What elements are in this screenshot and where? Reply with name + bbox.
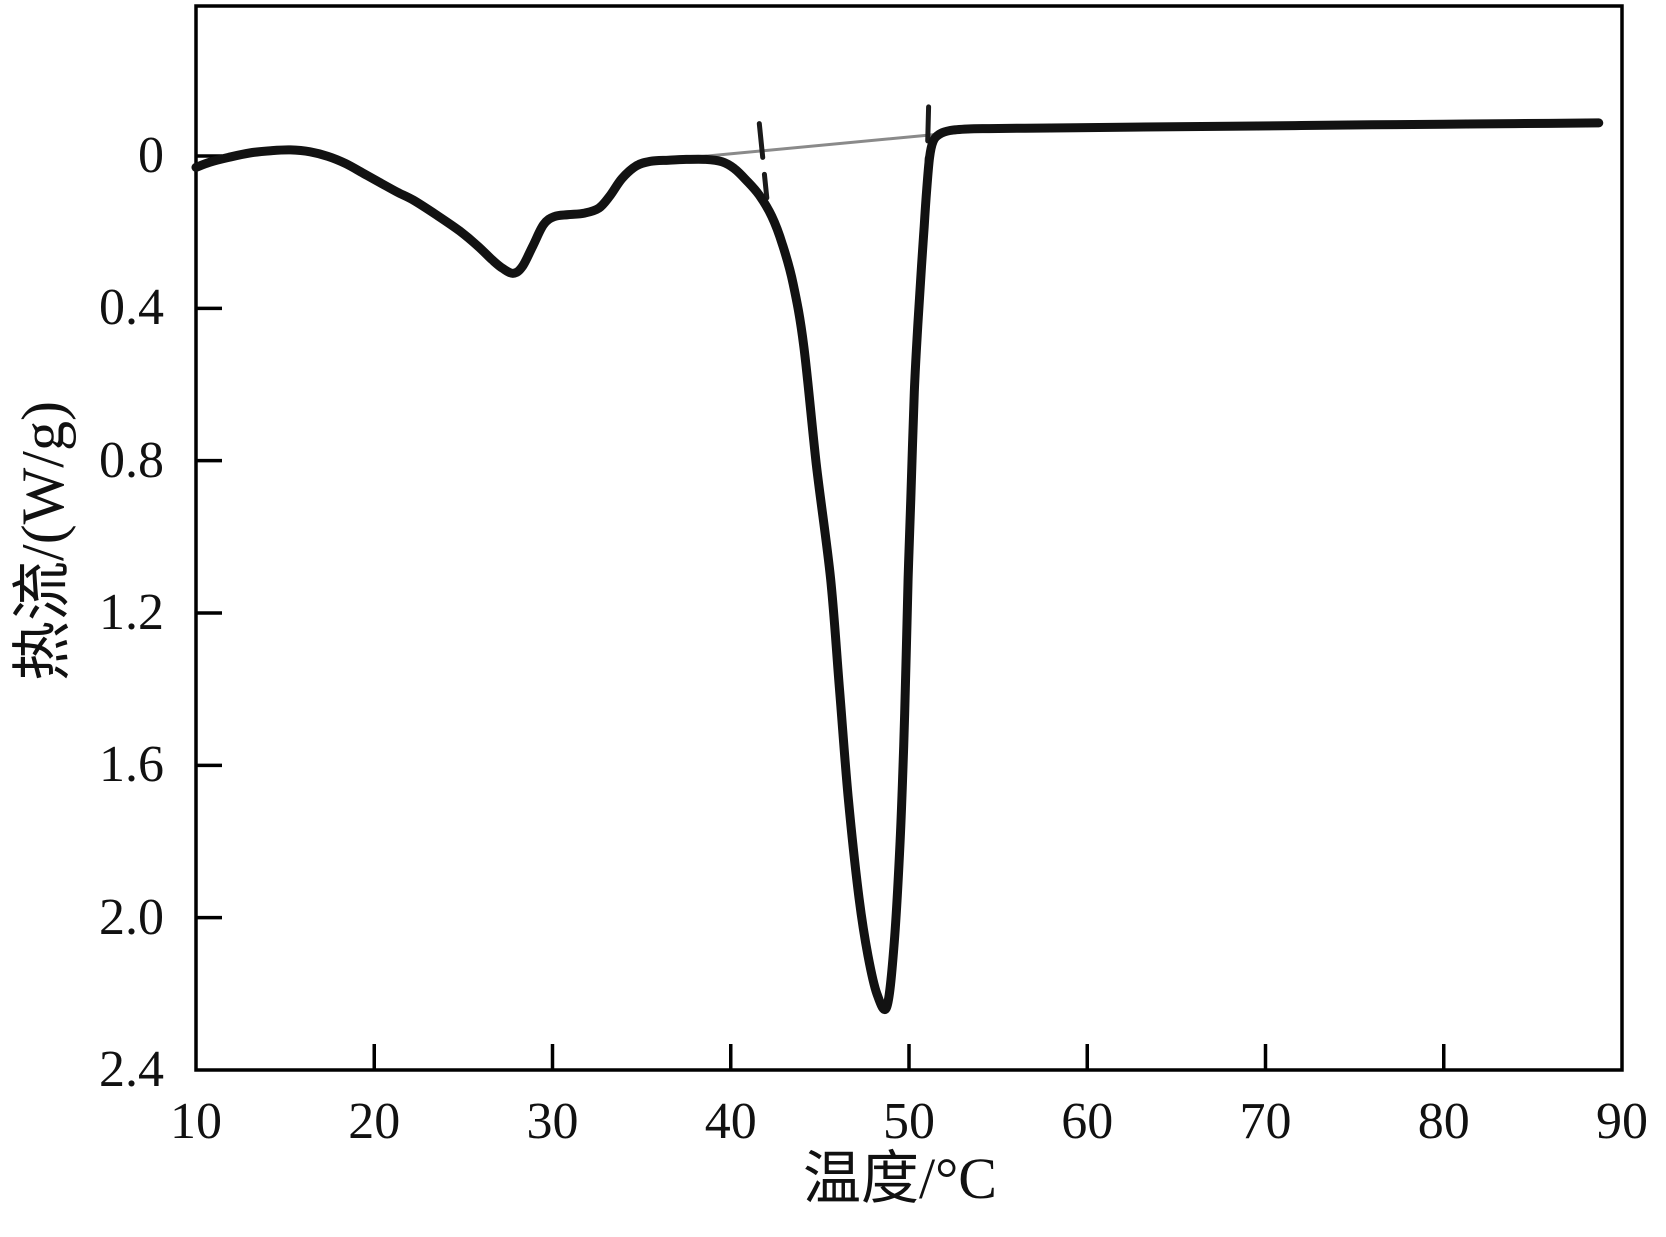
x-tick-label: 40 bbox=[704, 1093, 757, 1150]
dsc-curve bbox=[191, 118, 1604, 1015]
x-axis-title: 温度/°C bbox=[803, 1146, 997, 1211]
x-tick-label: 90 bbox=[1596, 1093, 1648, 1150]
y-tick-label: 0 bbox=[138, 127, 164, 184]
x-tick-label: 30 bbox=[526, 1093, 579, 1150]
x-tick-label: 70 bbox=[1239, 1093, 1292, 1150]
onset-tangent-mark bbox=[756, 121, 770, 201]
x-tick-label: 50 bbox=[883, 1093, 935, 1150]
x-tick-label: 20 bbox=[348, 1093, 401, 1150]
y-tick-label: 0.8 bbox=[99, 431, 164, 489]
y-tick-label: 2.4 bbox=[99, 1041, 164, 1098]
x-tick-label: 80 bbox=[1417, 1093, 1470, 1150]
y-tick-label: 2.0 bbox=[99, 888, 164, 946]
x-tick-label: 10 bbox=[170, 1093, 222, 1150]
y-axis-title: 热流/(W/g) bbox=[10, 401, 76, 681]
extrapolated-baseline bbox=[690, 129, 972, 159]
y-tick-label: 1.2 bbox=[99, 584, 164, 641]
y-tick-label: 0.4 bbox=[99, 279, 164, 337]
x-tick-label: 60 bbox=[1061, 1093, 1114, 1150]
y-tick-label: 1.6 bbox=[99, 736, 164, 794]
